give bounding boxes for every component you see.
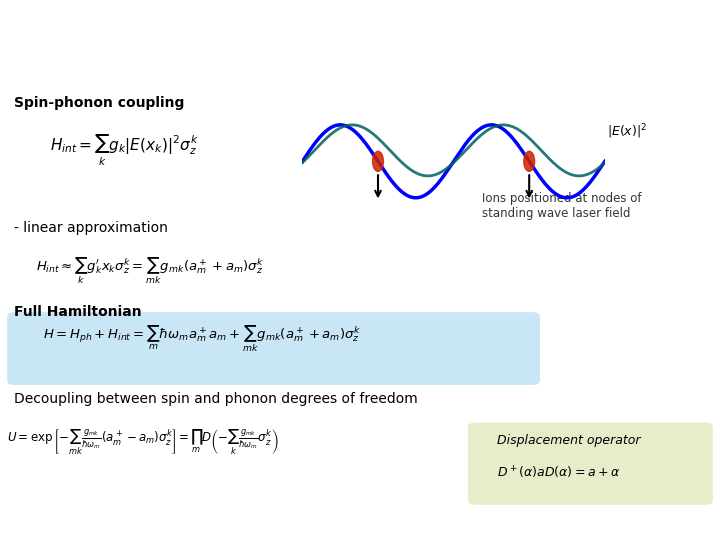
Text: Decoupling between spin and phonon degrees of freedom: Decoupling between spin and phonon degre… [14,392,418,406]
Text: $D^+(\alpha) a D(\alpha) = a + \alpha$: $D^+(\alpha) a D(\alpha) = a + \alpha$ [497,465,620,481]
Text: $U = \exp\left[-\sum_{mk} \frac{g_{mk}}{\hbar\omega_m}(a_m^+ - a_m)\sigma_z^k\ri: $U = \exp\left[-\sum_{mk} \frac{g_{mk}}{… [7,427,279,456]
FancyBboxPatch shape [468,422,713,505]
Text: $|E(x)|^2$: $|E(x)|^2$ [607,123,647,141]
Text: Emergent long-range interactions: Emergent long-range interactions [0,16,720,54]
Text: $H_{int} \approx \sum_k g_k' x_k \sigma_z^k = \sum_{mk} g_{mk}(a_m^+ + a_m)\sigm: $H_{int} \approx \sum_k g_k' x_k \sigma_… [36,256,264,286]
FancyBboxPatch shape [7,312,540,385]
Text: $H = H_{ph} + H_{int} = \sum_m \hbar\omega_m a_m^+ a_m + \sum_{mk} g_{mk}(a_m^+ : $H = H_{ph} + H_{int} = \sum_m \hbar\ome… [43,324,361,354]
Text: Ions positioned at nodes of
standing wave laser field: Ions positioned at nodes of standing wav… [482,192,642,220]
Text: Full Hamiltonian: Full Hamiltonian [14,305,142,319]
Text: - linear approximation: - linear approximation [14,220,168,234]
Ellipse shape [523,151,535,171]
Text: Spin-phonon coupling: Spin-phonon coupling [14,96,185,110]
Ellipse shape [372,151,384,171]
Text: $H_{int} = \sum_k g_k |E(x_k)|^2 \sigma_z^k$: $H_{int} = \sum_k g_k |E(x_k)|^2 \sigma_… [50,133,199,168]
Text: Displacement operator: Displacement operator [497,434,640,447]
